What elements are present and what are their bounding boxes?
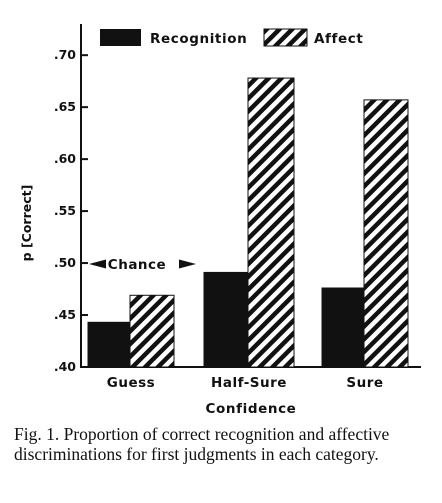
legend: Recognition Affect xyxy=(100,28,363,47)
bar-affect-sure xyxy=(363,99,409,368)
bar-recognition-sure xyxy=(321,287,365,368)
chance-arrow-left-icon xyxy=(89,259,106,269)
x-tick-label: Sure xyxy=(346,375,383,391)
chance-arrow-right-icon xyxy=(179,259,196,269)
chance-label: Chance xyxy=(108,257,166,273)
bar-affect-half-sure xyxy=(247,77,295,368)
bar-affect-guess xyxy=(129,294,175,368)
y-tick-label: .55 xyxy=(54,203,76,218)
bar-recognition-guess xyxy=(87,321,131,368)
legend-swatch-recognition xyxy=(100,29,141,46)
x-axis-label: Confidence xyxy=(206,401,297,417)
y-tick-label: .45 xyxy=(54,307,76,322)
y-tick-label: .65 xyxy=(54,99,76,114)
x-tick-label: Guess xyxy=(107,375,155,391)
y-tick-label: .40 xyxy=(54,359,76,374)
bar-chart: .40 .45 .50 .55 .60 .65 .70 Guess Half-Sure Sure… xyxy=(19,24,421,417)
y-axis-label: p [Correct] xyxy=(19,185,34,262)
legend-label-recognition: Recognition xyxy=(150,31,247,47)
figure-caption: Fig. 1. Proportion of correct recognitio… xyxy=(14,424,390,464)
legend-swatch-affect xyxy=(263,28,308,47)
y-tick-label: .60 xyxy=(54,151,76,166)
y-tick-label: .70 xyxy=(54,47,76,62)
x-tick-label: Half-Sure xyxy=(211,375,287,391)
bar-recognition-half-sure xyxy=(203,271,249,368)
y-tick-label: .50 xyxy=(54,255,76,270)
chance-annotation: Chance xyxy=(89,257,196,273)
legend-label-affect: Affect xyxy=(314,31,363,47)
